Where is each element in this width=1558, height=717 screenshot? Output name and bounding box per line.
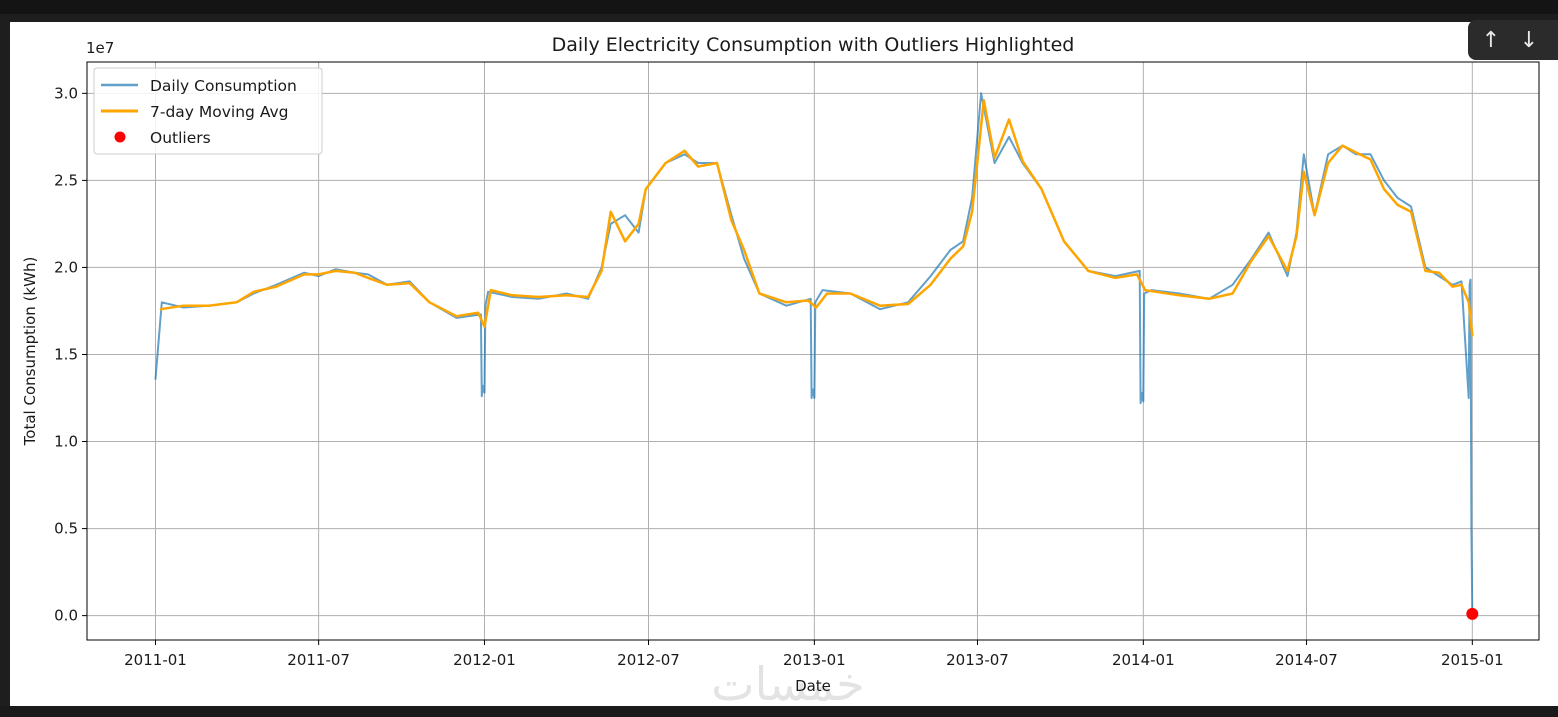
legend: Daily Consumption 7-day Moving Avg Outli… — [93, 67, 323, 155]
figure-panel: 2011-01 2011-07 2012-01 2012-07 2013-01 2013-… — [10, 22, 1558, 706]
scroll-down-button[interactable]: ↓ — [1512, 23, 1546, 57]
y-axis-label: Total Consumption (kWh) — [21, 257, 39, 447]
scroll-up-button[interactable]: ↑ — [1474, 23, 1508, 57]
x-tick-label: 2014-01 — [1112, 651, 1175, 669]
legend-label-moving-avg: 7-day Moving Avg — [150, 103, 289, 121]
chart-title: Daily Electricity Consumption with Outli… — [552, 34, 1075, 56]
x-axis-ticks: 2011-01 2011-07 2012-01 2012-07 2013-01 2013-… — [124, 640, 1504, 669]
y-tick-label: 0.0 — [54, 607, 78, 625]
top-bar — [0, 0, 1558, 14]
y-tick-label: 2.0 — [54, 258, 78, 276]
y-tick-label: 3.0 — [54, 84, 78, 102]
legend-box — [93, 67, 323, 155]
x-tick-label: 2011-07 — [287, 651, 350, 669]
watermark: خمسات — [711, 657, 864, 706]
legend-label-outliers: Outliers — [150, 129, 211, 147]
plot-frame — [86, 61, 1540, 641]
x-axis-label: Date — [795, 677, 831, 695]
legend-label-daily: Daily Consumption — [150, 77, 297, 95]
y-offset-label: 1e7 — [86, 39, 114, 57]
y-tick-label: 1.0 — [54, 433, 78, 451]
x-tick-label: 2014-07 — [1275, 651, 1338, 669]
arrow-down-icon: ↓ — [1519, 27, 1539, 53]
y-tick-label: 2.5 — [54, 171, 78, 189]
y-tick-label: 0.5 — [54, 520, 78, 538]
x-tick-label: 2013-07 — [946, 651, 1009, 669]
outlier-point — [1466, 607, 1479, 620]
plot-lines — [154, 92, 1479, 620]
x-tick-label: 2013-01 — [783, 651, 846, 669]
legend-swatch-outliers — [114, 131, 126, 143]
y-tick-label: 1.5 — [54, 345, 78, 363]
x-tick-label: 2011-01 — [124, 651, 187, 669]
arrow-up-icon: ↑ — [1481, 27, 1501, 53]
chart: 2011-01 2011-07 2012-01 2012-07 2013-01 2013-… — [10, 22, 1558, 706]
x-tick-label: 2012-07 — [617, 651, 680, 669]
x-tick-label: 2012-01 — [453, 651, 516, 669]
grid — [87, 62, 1539, 640]
x-tick-label: 2015-01 — [1441, 651, 1504, 669]
bottom-bar — [0, 706, 1558, 717]
scroll-nav-widget: ↑ ↓ — [1468, 20, 1558, 60]
y-axis-ticks: 0.0 0.5 1.0 1.5 2.0 2.5 3.0 — [54, 84, 87, 625]
series-line-7-day-moving-avg — [159, 99, 1474, 337]
